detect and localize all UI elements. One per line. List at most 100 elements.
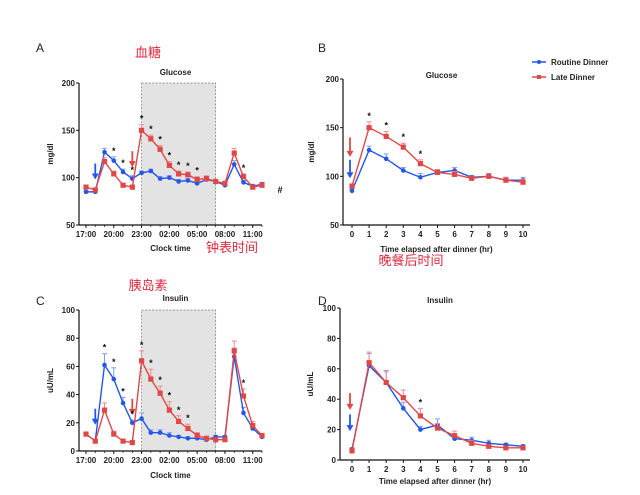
x-tick-label: 17:00 [76,230,97,239]
data-point-late [417,161,423,167]
data-point-late [148,136,154,142]
legend-routine-label: Routine Dinner [551,58,608,67]
data-point-late [111,171,117,177]
x-tick-label: 3 [401,230,406,239]
data-point-routine [111,158,117,163]
significance-star: * [177,160,181,170]
x-tick-label: 11:00 [243,230,264,239]
x-axis-label: Clock time [150,244,191,253]
significance-star: * [242,378,246,388]
data-point-late [231,150,237,156]
hash-marker: # [277,185,282,195]
x-tick-label: 1 [367,465,372,474]
dinner-arrow-icon [346,403,354,410]
data-point-late [469,175,475,181]
x-tick-label: 02:00 [159,456,180,465]
night-shaded-region [141,309,217,452]
y-tick-label: 100 [62,306,76,315]
x-tick-label: 11:00 [243,456,264,465]
x-tick-label: 6 [452,465,457,474]
data-point-routine [157,430,163,435]
data-point-late [486,173,492,179]
panel-title: Glucose [426,71,458,80]
data-point-late [520,179,526,185]
x-tick-label: 6 [452,230,457,239]
series-routine [349,353,526,452]
significance-star: * [158,134,162,144]
y-tick-label: 80 [327,334,336,343]
x-tick-label: 05:00 [187,230,208,239]
x-tick-label: 7 [469,465,474,474]
data-point-late [259,432,265,439]
x-axis-label: Time elapsed after dinner (hr) [379,477,492,486]
y-tick-label: 80 [66,334,75,343]
data-point-late [250,423,256,429]
data-point-routine [157,176,163,181]
panel-title: Insulin [163,294,189,303]
series-line-late [351,126,524,187]
significance-star: * [402,132,406,142]
y-tick-label: 0 [71,447,76,456]
significance-star: * [419,149,423,159]
elapsed-time-cn-annotation: 晚餐后时间 [378,253,443,269]
data-point-routine [194,181,200,186]
significance-star: * [168,391,172,401]
significance-star: * [195,166,199,176]
data-point-late [194,176,200,183]
night-shaded-region [141,82,217,226]
data-point-late [222,437,228,443]
data-point-late [83,431,89,437]
data-point-late [92,187,98,193]
data-point-late [166,407,172,413]
data-point-late [111,431,117,437]
data-point-late [434,425,441,431]
panel-title: Insulin [427,296,453,305]
y-tick-label: 150 [326,124,340,133]
dinner-arrow-icon [346,172,354,179]
data-point-late [176,418,182,424]
y-tick-label: 60 [66,362,75,371]
data-point-late [469,440,475,446]
data-point-late [157,390,163,396]
panel-letter: B [318,41,326,55]
clock-time-cn-annotation: 钟表时间 [206,240,258,256]
significance-star: * [149,358,153,368]
data-point-routine [366,147,372,153]
data-point-late [417,413,423,419]
data-point-routine [102,149,107,155]
significance-star: * [177,405,181,415]
legend-late-label: Late Dinner [551,73,595,82]
data-point-routine [102,362,107,368]
data-point-late [92,438,98,444]
y-tick-label: 60 [327,365,336,374]
x-tick-label: 17:00 [76,456,97,465]
y-tick-label: 20 [66,419,75,428]
significance-star: * [242,163,246,173]
significance-star: * [121,386,125,396]
y-tick-label: 50 [66,221,75,230]
y-tick-label: 50 [330,221,339,230]
y-tick-label: 0 [332,456,337,465]
data-point-late [452,433,458,439]
legend-routine-marker [537,60,541,64]
data-point-routine [83,189,89,195]
y-tick-label: 40 [66,391,75,400]
data-point-late [486,443,492,449]
x-tick-label: 08:00 [215,230,236,239]
dinner-arrow-icon [128,161,136,168]
data-point-routine [120,400,126,406]
data-point-routine [148,430,154,435]
data-point-late [383,133,389,140]
significance-star: * [168,151,172,161]
x-tick-label: 20:00 [104,456,125,465]
panel-b-glucose-elapsed: B Glucose 50 100 150 200 0 1 2 3 4 5 6 7 8 9 10 Time elap… [307,41,530,254]
x-tick-label: 9 [504,230,509,239]
x-tick-label: 0 [350,465,355,474]
legend-item-late: Late Dinner [532,73,595,82]
data-point-routine [176,179,181,184]
x-tick-label: 7 [469,230,474,239]
significance-star: * [121,158,125,168]
panel-letter: C [36,294,45,308]
dinner-arrow-icon [91,418,99,425]
x-tick-label: 4 [418,465,423,474]
